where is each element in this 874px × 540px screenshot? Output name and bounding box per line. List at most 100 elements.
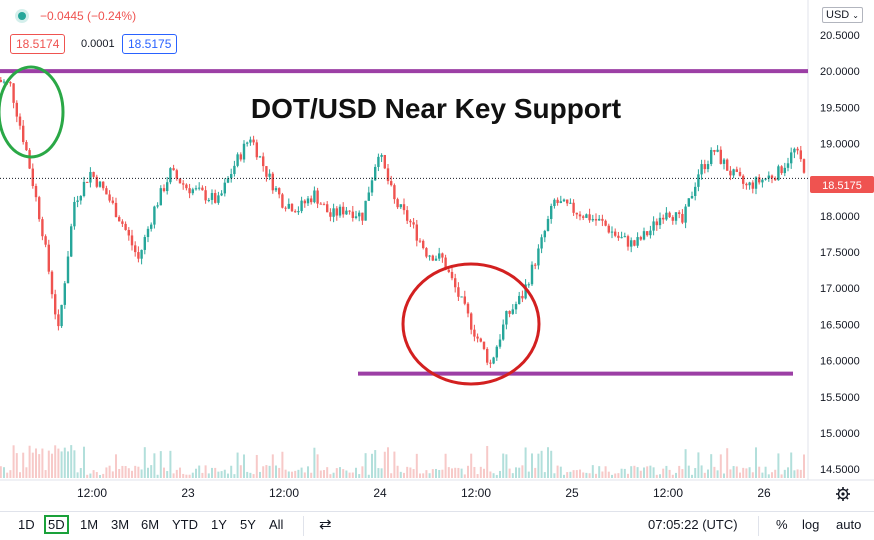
candle-body bbox=[12, 83, 15, 103]
volume-bar bbox=[454, 467, 457, 478]
ask-price-button[interactable]: 18.5175 bbox=[122, 34, 178, 54]
volume-bar bbox=[531, 453, 533, 478]
volume-bar bbox=[694, 468, 697, 478]
candle-body bbox=[326, 204, 329, 213]
volume-bar bbox=[63, 447, 66, 478]
volume-bar bbox=[630, 466, 633, 478]
volume-bar bbox=[332, 472, 335, 478]
volume-bar bbox=[691, 474, 693, 478]
volume-bar bbox=[547, 447, 549, 478]
candle-body bbox=[770, 175, 774, 179]
volume-bar bbox=[742, 467, 745, 478]
time-tick-label: 26 bbox=[757, 486, 771, 500]
timeframe-3m[interactable]: 3M bbox=[111, 517, 130, 532]
candle-body bbox=[226, 178, 230, 183]
volume-bar bbox=[559, 466, 562, 478]
bid-price-button[interactable]: 18.5174 bbox=[10, 34, 66, 54]
candle-body bbox=[265, 166, 268, 177]
volume-bar bbox=[239, 465, 242, 478]
price-change: −0.0445 (−0.24%) bbox=[40, 9, 137, 23]
candle-body bbox=[399, 204, 402, 208]
candle-body bbox=[678, 212, 681, 214]
volume-bar bbox=[79, 468, 82, 478]
candle-body bbox=[562, 199, 566, 202]
candle-body bbox=[2, 81, 6, 83]
candle-body bbox=[338, 206, 342, 216]
volume-bar bbox=[105, 467, 108, 478]
candle-body bbox=[364, 200, 367, 221]
volume-bar bbox=[515, 467, 517, 478]
volume-bar bbox=[451, 468, 453, 478]
time-axis[interactable]: 12:00 23 12:00 24 12:00 25 12:00 26 bbox=[77, 486, 771, 500]
currency-select[interactable]: USD ⌄ bbox=[822, 7, 863, 23]
candle-body bbox=[566, 199, 569, 204]
candle-body bbox=[239, 154, 242, 160]
candle-body bbox=[374, 166, 377, 181]
volume-bar bbox=[387, 447, 389, 478]
volume-bar bbox=[6, 472, 9, 478]
gear-icon[interactable] bbox=[836, 487, 850, 501]
volume-bar bbox=[399, 471, 402, 478]
log-toggle[interactable]: log bbox=[802, 517, 820, 532]
candle-body bbox=[70, 226, 73, 257]
volume-bar bbox=[598, 466, 601, 478]
percent-toggle[interactable]: % bbox=[776, 517, 788, 532]
volume-bar bbox=[217, 471, 220, 478]
volume-bars bbox=[0, 445, 805, 478]
candle-body bbox=[332, 208, 335, 217]
timeframe-6m[interactable]: 6M bbox=[141, 517, 160, 532]
candle-body bbox=[178, 178, 182, 184]
candle-body bbox=[322, 204, 326, 206]
volume-bar bbox=[486, 445, 489, 478]
volume-bar bbox=[774, 469, 777, 478]
volume-bar bbox=[140, 469, 143, 478]
volume-bar bbox=[220, 471, 223, 478]
candle-body bbox=[108, 194, 111, 201]
volume-bar bbox=[147, 467, 149, 478]
candle-body bbox=[274, 188, 278, 191]
candle-body bbox=[799, 150, 802, 160]
candle-body bbox=[102, 181, 105, 189]
date-range-icon[interactable]: ⇄ bbox=[319, 516, 332, 533]
candle-body bbox=[150, 224, 153, 229]
volume-bar bbox=[553, 473, 556, 478]
timeframe-ytd[interactable]: YTD bbox=[172, 517, 198, 532]
candle-body bbox=[767, 175, 770, 179]
volume-bar bbox=[131, 470, 133, 478]
candle-body bbox=[278, 188, 281, 195]
candle-body bbox=[255, 142, 258, 158]
volume-bar bbox=[284, 469, 287, 478]
volume-bar bbox=[166, 471, 169, 478]
candle-body bbox=[242, 143, 246, 160]
timeframe-1d[interactable]: 1D bbox=[18, 517, 35, 532]
candle-body bbox=[780, 166, 783, 174]
price-axis[interactable]: 20.500020.000019.500019.000018.500018.00… bbox=[820, 30, 860, 476]
candle-body bbox=[470, 313, 473, 330]
volume-bar bbox=[278, 467, 281, 478]
candle-body bbox=[425, 248, 428, 257]
candle-body bbox=[607, 225, 610, 233]
price-tick-label: 16.5000 bbox=[820, 319, 860, 331]
volume-bar bbox=[223, 469, 226, 478]
candle-body bbox=[118, 217, 121, 222]
volume-bar bbox=[777, 453, 780, 478]
candle-body bbox=[633, 240, 636, 246]
candle-body bbox=[601, 218, 604, 221]
currency-label: USD bbox=[826, 9, 850, 21]
candle-body bbox=[514, 304, 518, 310]
candle-body bbox=[594, 219, 598, 221]
timeframe-5y[interactable]: 5Y bbox=[240, 517, 256, 532]
timeframe-5d[interactable]: 5D bbox=[44, 515, 69, 534]
timeframe-1y[interactable]: 1Y bbox=[211, 517, 227, 532]
price-chart[interactable]: DOT/USD Near Key Support 20.5000 20.0000 1… bbox=[0, 0, 874, 511]
volume-bar bbox=[204, 465, 207, 478]
volume-bar bbox=[307, 466, 309, 478]
auto-toggle[interactable]: auto bbox=[836, 517, 862, 532]
timeframe-1m[interactable]: 1M bbox=[80, 517, 99, 532]
volume-bar bbox=[566, 472, 569, 478]
candle-body bbox=[489, 362, 492, 364]
volume-bar bbox=[259, 471, 261, 478]
candle-body bbox=[620, 237, 623, 239]
candle-body bbox=[188, 188, 191, 194]
timeframe-all[interactable]: All bbox=[269, 517, 284, 532]
